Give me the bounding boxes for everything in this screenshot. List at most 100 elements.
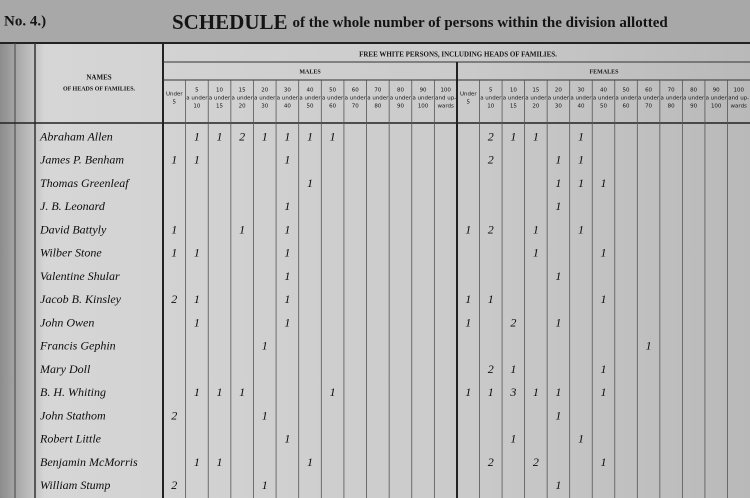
tally: 2 — [171, 408, 177, 422]
tally: 1 — [217, 129, 223, 143]
tally: 1 — [555, 408, 561, 422]
tally: 1 — [555, 478, 561, 492]
sheet-number: No. 4.) — [4, 13, 46, 29]
tally: 1 — [465, 385, 471, 399]
group-label: MALES — [299, 69, 321, 75]
family-head-name: Jacob B. Kinsley — [40, 292, 122, 306]
column-header: 10 — [510, 88, 517, 94]
tally: 1 — [194, 153, 200, 167]
tally: 1 — [510, 432, 516, 446]
column-header: 90 — [397, 104, 404, 110]
column-header: a under — [209, 96, 231, 102]
tally: 1 — [465, 292, 471, 306]
tally: 1 — [171, 153, 177, 167]
column-header: and up- — [728, 96, 749, 102]
tally: 1 — [555, 315, 561, 329]
tally: 1 — [578, 222, 584, 236]
column-header: wards — [731, 104, 748, 110]
tally: 1 — [194, 385, 200, 399]
column-header: 90 — [420, 88, 427, 94]
family-head-name: Francis Gephin — [39, 339, 116, 353]
tally: 2 — [239, 129, 245, 143]
column-header: a under — [638, 96, 660, 102]
family-head-name: Mary Doll — [39, 362, 91, 376]
column-header: 90 — [690, 104, 697, 110]
tally: 1 — [307, 129, 313, 143]
tally: 1 — [555, 199, 561, 213]
column-header: 90 — [713, 88, 720, 94]
column-header: 30 — [261, 104, 268, 110]
header-band — [0, 0, 750, 42]
tally: 1 — [262, 339, 268, 353]
tally: 1 — [194, 315, 200, 329]
tally: 2 — [510, 315, 516, 329]
column-header: 60 — [352, 88, 359, 94]
column-header: a under — [345, 96, 367, 102]
column-header: 100 — [733, 88, 744, 94]
column-header: a under — [615, 96, 637, 102]
tally: 2 — [488, 129, 494, 143]
column-header: a under — [390, 96, 412, 102]
column-header: a under — [503, 96, 525, 102]
column-header: a under — [299, 96, 321, 102]
tally: 1 — [307, 455, 313, 469]
family-head-name: Wilber Stone — [40, 246, 102, 260]
tally: 1 — [217, 455, 223, 469]
column-header: 30 — [555, 104, 562, 110]
family-head-name: Abraham Allen — [39, 129, 113, 143]
tally: 2 — [488, 153, 494, 167]
column-header: 30 — [577, 88, 584, 94]
column-header: 40 — [307, 88, 314, 94]
column-header: 5 — [467, 100, 471, 106]
tally: 1 — [262, 129, 268, 143]
tally: 1 — [578, 153, 584, 167]
column-header: 70 — [352, 104, 359, 110]
tally: 1 — [284, 199, 290, 213]
column-header: a under — [525, 96, 547, 102]
family-head-name: Thomas Greenleaf — [40, 176, 130, 190]
group-label: FEMALES — [589, 69, 619, 75]
tally: 1 — [330, 129, 336, 143]
tally: 1 — [284, 292, 290, 306]
column-header: 60 — [623, 104, 630, 110]
sheet-title: SCHEDULE of the whole number of persons w… — [172, 10, 668, 34]
tally: 1 — [601, 362, 607, 376]
column-header: 80 — [690, 88, 697, 94]
tally: 1 — [194, 292, 200, 306]
column-header: 60 — [329, 104, 336, 110]
column-header: Under — [166, 92, 183, 98]
banner: FREE WHITE PERSONS, INCLUDING HEADS OF F… — [359, 51, 557, 59]
tally: 1 — [262, 478, 268, 492]
tally: 1 — [171, 222, 177, 236]
column-header: 40 — [600, 88, 607, 94]
column-header: 80 — [397, 88, 404, 94]
column-header: 15 — [532, 88, 539, 94]
column-header: 30 — [284, 88, 291, 94]
tally: 1 — [578, 432, 584, 446]
column-header: a under — [683, 96, 705, 102]
tally: 2 — [488, 362, 494, 376]
tally: 2 — [488, 222, 494, 236]
tally: 1 — [555, 385, 561, 399]
column-header: 10 — [216, 88, 223, 94]
tally: 1 — [533, 129, 539, 143]
column-header: 100 — [440, 88, 451, 94]
family-head-name: William Stump — [40, 478, 110, 492]
column-header: a under — [186, 96, 208, 102]
tally: 1 — [533, 222, 539, 236]
family-head-name: James P. Benham — [40, 153, 124, 167]
column-header: 60 — [645, 88, 652, 94]
tally: 1 — [646, 339, 652, 353]
tally: 1 — [601, 246, 607, 260]
column-header: 50 — [307, 104, 314, 110]
tally: 2 — [171, 478, 177, 492]
tally: 1 — [239, 222, 245, 236]
tally: 1 — [533, 385, 539, 399]
tally: 1 — [330, 385, 336, 399]
column-header: 15 — [216, 104, 223, 110]
tally: 1 — [284, 315, 290, 329]
tally: 1 — [601, 292, 607, 306]
column-header: a under — [660, 96, 682, 102]
column-header: a under — [277, 96, 299, 102]
family-head-name: Benjamin McMorris — [40, 455, 138, 469]
